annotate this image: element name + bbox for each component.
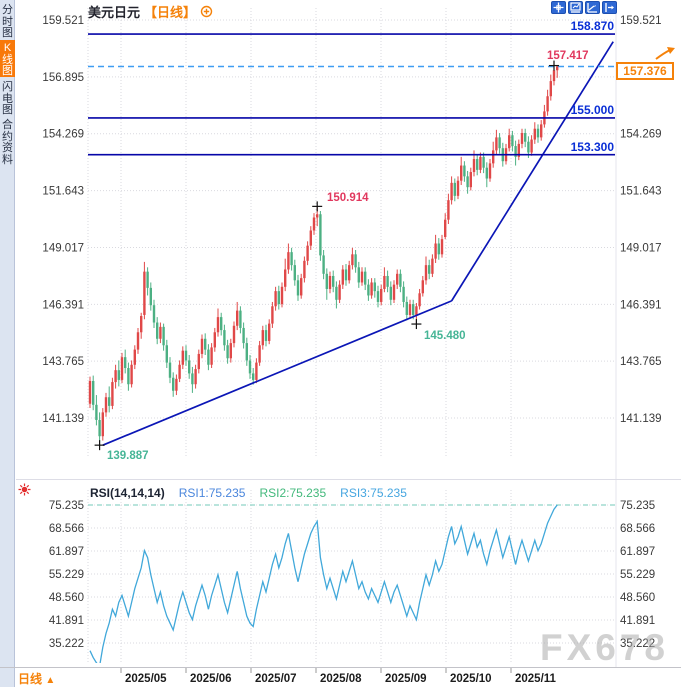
price-levels xyxy=(88,33,616,156)
rsi3-value: RSI3:75.235 xyxy=(340,486,407,500)
chart-title: 美元日元 【日线】 xyxy=(88,2,213,21)
svg-text:151.643: 151.643 xyxy=(620,186,662,198)
svg-text:75.235: 75.235 xyxy=(620,500,655,512)
rsi1-value: RSI1:75.235 xyxy=(178,486,246,500)
axis-labels: 159.521 159.521 156.895 154.269 154.269 151.6… xyxy=(42,15,661,685)
annotation-low-139887: 139.887 xyxy=(107,450,149,462)
rsi-indicator-name: RSI(14,14,14) xyxy=(90,486,165,500)
rsi2-value: RSI2:75.235 xyxy=(259,486,327,500)
svg-text:143.765: 143.765 xyxy=(42,356,84,368)
annotation-low-145480: 145.480 xyxy=(424,330,466,342)
svg-text:41.891: 41.891 xyxy=(620,615,655,627)
rsi-legend: RSI(14,14,14) RSI1:75.235 RSI2:75.235 RS… xyxy=(90,486,407,500)
annotation-high-157417: 157.417 xyxy=(547,50,589,62)
svg-text:68.566: 68.566 xyxy=(49,523,84,535)
svg-text:159.521: 159.521 xyxy=(620,15,662,27)
support-label-153300: 153.300 xyxy=(570,140,614,154)
candlesticks xyxy=(88,65,559,446)
svg-text:41.891: 41.891 xyxy=(49,615,84,627)
sidebar-tab-contract-info[interactable]: 合约资料 xyxy=(2,119,13,166)
svg-text:61.897: 61.897 xyxy=(49,546,84,558)
svg-text:55.229: 55.229 xyxy=(620,569,655,581)
svg-text:154.269: 154.269 xyxy=(42,129,84,141)
sidebar-tab-timeline-chart[interactable]: 分时图 xyxy=(2,4,13,39)
svg-text:143.765: 143.765 xyxy=(620,356,662,368)
sidebar-tab-strip: 分时图 K线图 闪电图 合约资料 xyxy=(0,0,15,687)
footer-separator xyxy=(0,667,681,668)
svg-text:2025/05: 2025/05 xyxy=(125,673,167,685)
svg-text:2025/11: 2025/11 xyxy=(515,673,557,685)
sidebar-tab-lightning-chart[interactable]: 闪电图 xyxy=(2,81,13,116)
sidebar-tab-candlestick-chart[interactable]: K线图 xyxy=(0,40,15,77)
gridlines xyxy=(87,8,617,667)
svg-text:154.269: 154.269 xyxy=(620,129,662,141)
annotation-high-150914: 150.914 xyxy=(327,192,369,204)
watermark: FX678 xyxy=(539,627,669,668)
period-tag: 【日线】 xyxy=(144,5,197,20)
exit-panel-icon[interactable] xyxy=(602,1,617,14)
svg-text:35.222: 35.222 xyxy=(620,638,655,650)
svg-text:159.521: 159.521 xyxy=(42,15,84,27)
svg-text:149.017: 149.017 xyxy=(620,242,662,254)
svg-text:146.391: 146.391 xyxy=(42,299,84,311)
svg-text:156.895: 156.895 xyxy=(42,72,84,84)
trendlines xyxy=(102,41,614,446)
svg-text:146.391: 146.391 xyxy=(620,299,662,311)
crosshair-icon[interactable] xyxy=(551,1,566,14)
svg-text:2025/08: 2025/08 xyxy=(320,673,362,685)
period-selector[interactable]: 日线 ▲ xyxy=(18,670,55,687)
resistance-label-158870: 158.870 xyxy=(570,19,614,33)
pane-separator[interactable] xyxy=(16,479,681,480)
circle-plus-icon[interactable] xyxy=(200,5,213,18)
svg-text:2025/10: 2025/10 xyxy=(450,673,492,685)
svg-text:2025/07: 2025/07 xyxy=(255,673,297,685)
indicator-settings-icon[interactable] xyxy=(17,482,32,497)
current-price-value: 157.376 xyxy=(623,64,667,78)
svg-text:48.560: 48.560 xyxy=(620,592,655,604)
symbol-name: 美元日元 xyxy=(88,5,141,20)
svg-text:35.222: 35.222 xyxy=(49,638,84,650)
svg-text:151.643: 151.643 xyxy=(42,186,84,198)
chevron-up-icon: ▲ xyxy=(45,675,56,686)
svg-text:2025/06: 2025/06 xyxy=(190,673,232,685)
svg-text:61.897: 61.897 xyxy=(620,546,655,558)
rsi-line xyxy=(89,504,558,663)
svg-text:68.566: 68.566 xyxy=(620,523,655,535)
svg-text:149.017: 149.017 xyxy=(42,242,84,254)
resistance-label-155000: 155.000 xyxy=(570,103,614,117)
svg-text:141.139: 141.139 xyxy=(42,413,84,425)
price-marker-arrow-icon xyxy=(655,47,675,60)
svg-text:75.235: 75.235 xyxy=(49,500,84,512)
extreme-markers xyxy=(94,60,559,451)
current-price-box: 157.376 xyxy=(616,62,674,80)
panel-chart-icon[interactable] xyxy=(568,1,583,14)
rsi-pane xyxy=(88,504,615,663)
svg-text:2025/09: 2025/09 xyxy=(385,673,427,685)
period-selector-label: 日线 xyxy=(18,672,43,686)
svg-text:141.139: 141.139 xyxy=(620,413,662,425)
svg-text:55.229: 55.229 xyxy=(49,569,84,581)
chart-toolbar xyxy=(551,1,617,14)
trend-tool-icon[interactable] xyxy=(585,1,600,14)
svg-text:48.560: 48.560 xyxy=(49,592,84,604)
